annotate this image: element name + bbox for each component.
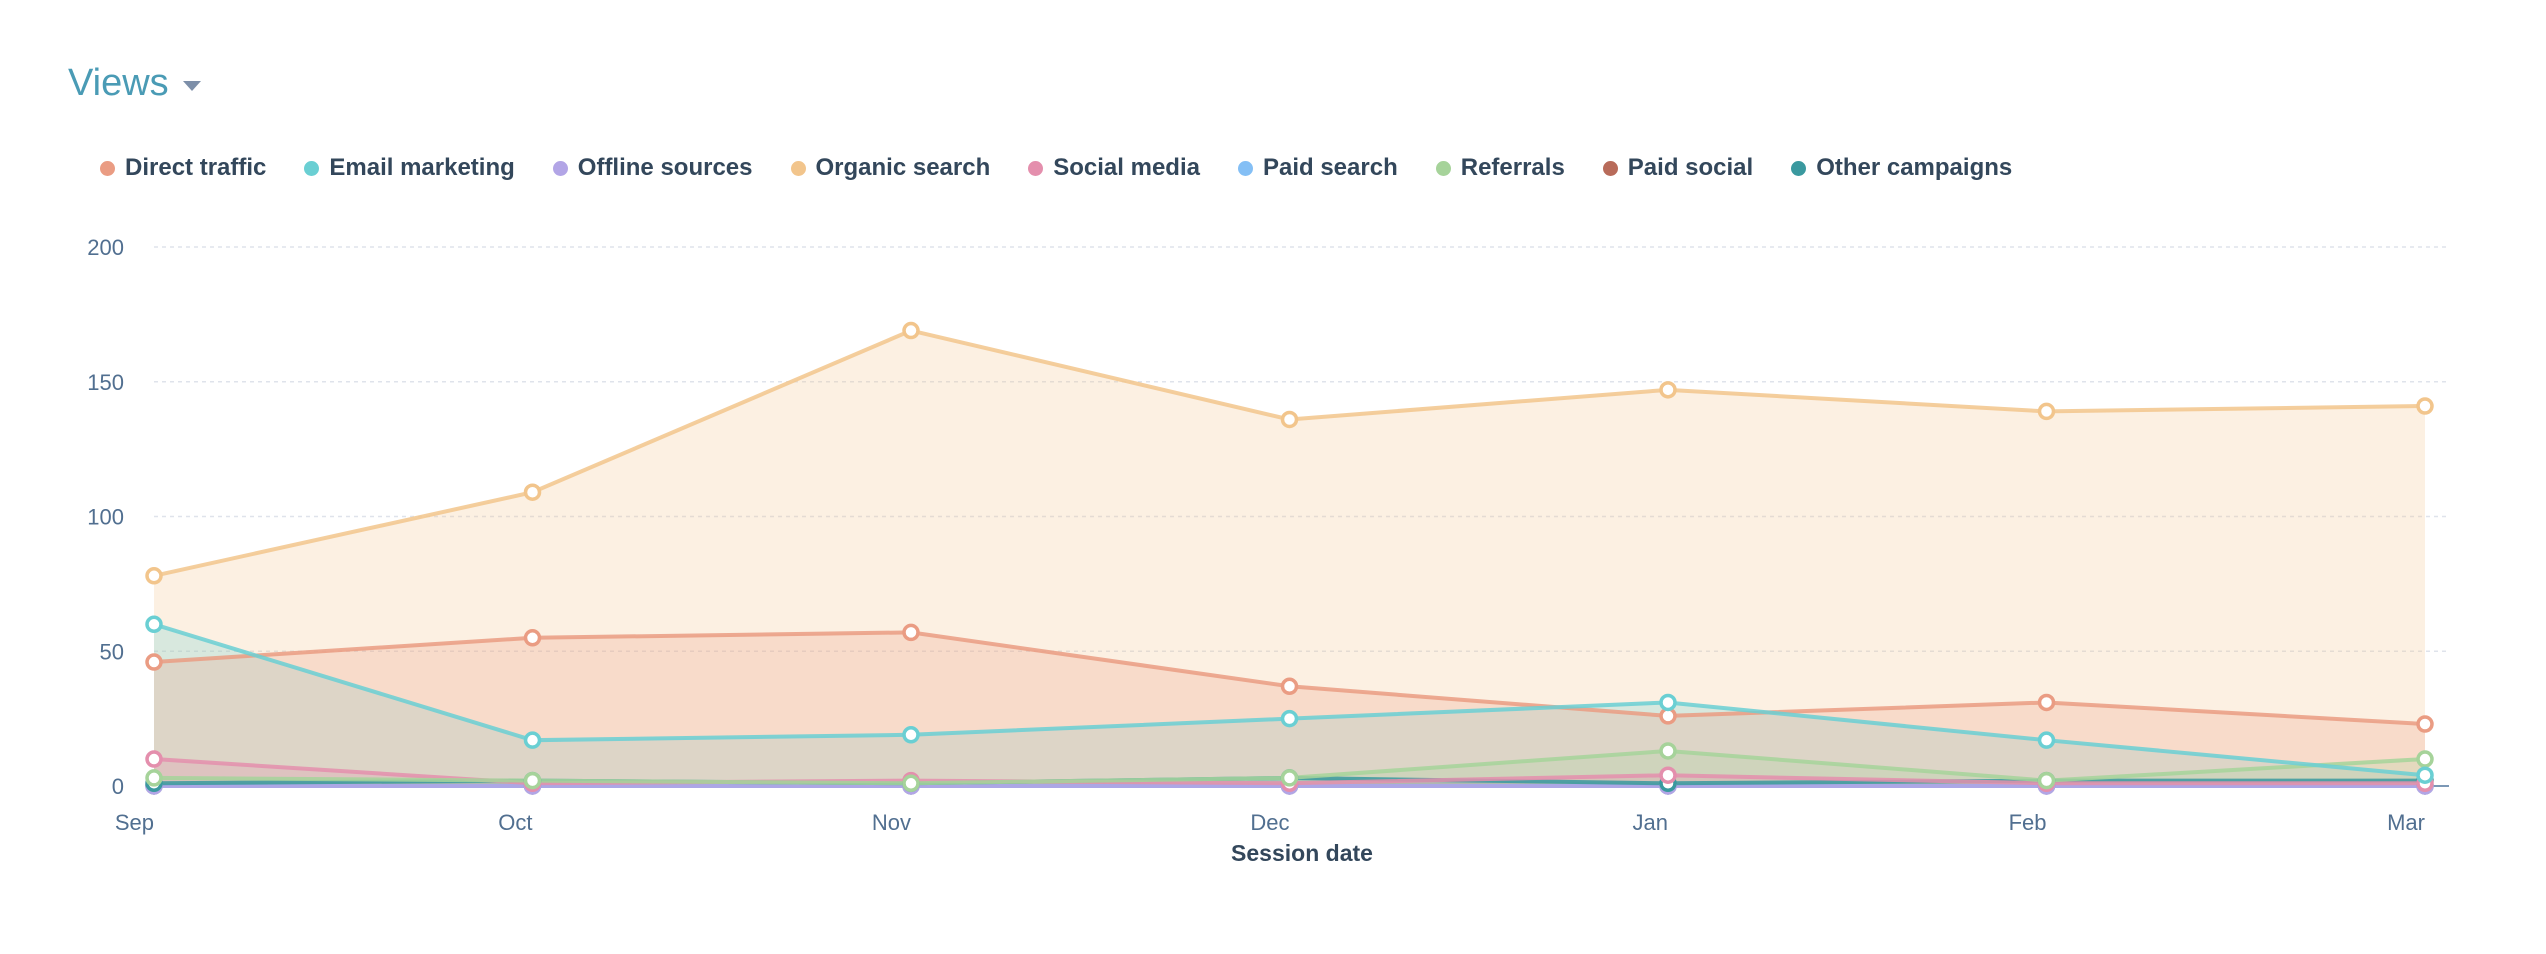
- data-point[interactable]: [523, 629, 542, 647]
- legend-label: Offline sources: [577, 154, 753, 181]
- caret-down-icon: [182, 80, 201, 91]
- legend-item[interactable]: Offline sources: [552, 154, 753, 182]
- data-point[interactable]: [2416, 397, 2434, 415]
- x-tick-label: Sep: [115, 810, 154, 835]
- data-point[interactable]: [523, 771, 542, 790]
- data-point[interactable]: [145, 567, 163, 585]
- data-point[interactable]: [145, 615, 163, 634]
- legend-dot-icon: [304, 160, 320, 176]
- legend-dot-icon: [1602, 160, 1618, 176]
- legend-dot-icon: [1028, 160, 1044, 176]
- data-point[interactable]: [2416, 766, 2434, 784]
- y-tick-label: 50: [100, 639, 124, 664]
- legend-label: Other campaigns: [1816, 154, 2013, 181]
- legend-dot-icon: [1237, 160, 1253, 176]
- data-point[interactable]: [902, 726, 920, 744]
- data-point[interactable]: [2416, 715, 2434, 733]
- legend-dot-icon: [790, 160, 806, 176]
- y-tick-label: 150: [87, 370, 124, 395]
- data-point[interactable]: [2037, 402, 2056, 421]
- legend-label: Referrals: [1460, 154, 1565, 181]
- legend-item[interactable]: Social media: [1028, 154, 1200, 182]
- data-point[interactable]: [2416, 750, 2434, 768]
- legend-item[interactable]: Organic search: [790, 154, 991, 182]
- legend-label: Paid social: [1627, 154, 1754, 181]
- legend-item[interactable]: Referrals: [1435, 154, 1565, 182]
- legend-dot-icon: [100, 160, 115, 176]
- legend-item[interactable]: Paid social: [1602, 154, 1754, 182]
- data-point[interactable]: [145, 769, 163, 787]
- legend-label: Direct traffic: [125, 154, 267, 181]
- chart-legend: Direct traffic Email marketing Offline sou…: [100, 154, 2012, 182]
- x-tick-label: Jan: [1633, 810, 1668, 835]
- legend-label: Paid search: [1262, 154, 1398, 181]
- data-point[interactable]: [2037, 731, 2056, 749]
- legend-item[interactable]: Direct traffic: [100, 154, 266, 182]
- legend-item[interactable]: Email marketing: [304, 154, 515, 182]
- x-axis-title: Session date: [1231, 840, 1373, 866]
- data-point[interactable]: [1280, 410, 1299, 429]
- data-point[interactable]: [902, 774, 920, 793]
- data-point[interactable]: [145, 653, 163, 671]
- data-point[interactable]: [902, 321, 920, 340]
- x-tick-label: Feb: [2009, 810, 2047, 835]
- data-point[interactable]: [1659, 381, 1677, 399]
- data-point[interactable]: [2037, 771, 2056, 790]
- data-point[interactable]: [1280, 709, 1299, 728]
- chart-title: Views: [68, 62, 169, 104]
- legend-item[interactable]: Other campaigns: [1791, 154, 2012, 182]
- series-area: [154, 330, 2425, 786]
- y-tick-label: 0: [112, 774, 124, 799]
- x-tick-label: Dec: [1250, 810, 1289, 835]
- y-tick-label: 100: [87, 505, 124, 530]
- legend-dot-icon: [1791, 160, 1807, 176]
- x-tick-label: Mar: [2387, 810, 2425, 835]
- metric-dropdown[interactable]: Views: [68, 62, 201, 105]
- y-tick-label: 200: [87, 235, 124, 260]
- series-area: [154, 750, 2425, 786]
- x-tick-label: Oct: [498, 810, 532, 835]
- data-point[interactable]: [2037, 693, 2056, 712]
- legend-item[interactable]: Paid search: [1237, 154, 1398, 182]
- data-point[interactable]: [145, 750, 163, 768]
- data-point[interactable]: [1280, 769, 1299, 787]
- series-area: [154, 624, 2425, 786]
- legend-label: Social media: [1053, 154, 1200, 181]
- legend-dot-icon: [1435, 160, 1451, 176]
- data-point[interactable]: [1659, 693, 1677, 712]
- data-point[interactable]: [1280, 677, 1299, 696]
- legend-label: Organic search: [815, 154, 991, 181]
- series-area: [154, 632, 2425, 786]
- data-point[interactable]: [902, 623, 920, 642]
- data-point[interactable]: [523, 483, 542, 501]
- data-point[interactable]: [523, 731, 542, 749]
- legend-dot-icon: [552, 160, 568, 176]
- data-point[interactable]: [1659, 742, 1677, 760]
- data-point[interactable]: [1659, 766, 1677, 784]
- legend-label: Email marketing: [329, 154, 515, 181]
- x-tick-label: Nov: [872, 810, 911, 835]
